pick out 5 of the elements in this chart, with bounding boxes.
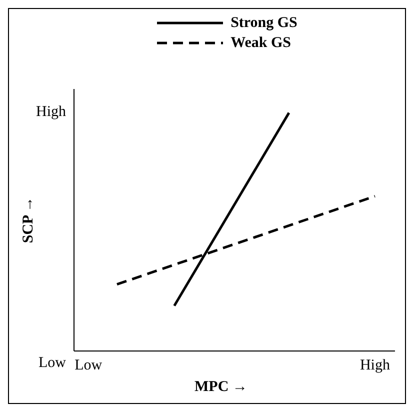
legend-label: Strong GS [230, 14, 298, 32]
text: High [36, 104, 66, 121]
legend-label: Weak GS [230, 34, 292, 52]
y-axis-title: SCP → [20, 196, 38, 244]
x-axis-title: MPC → [194, 379, 248, 396]
